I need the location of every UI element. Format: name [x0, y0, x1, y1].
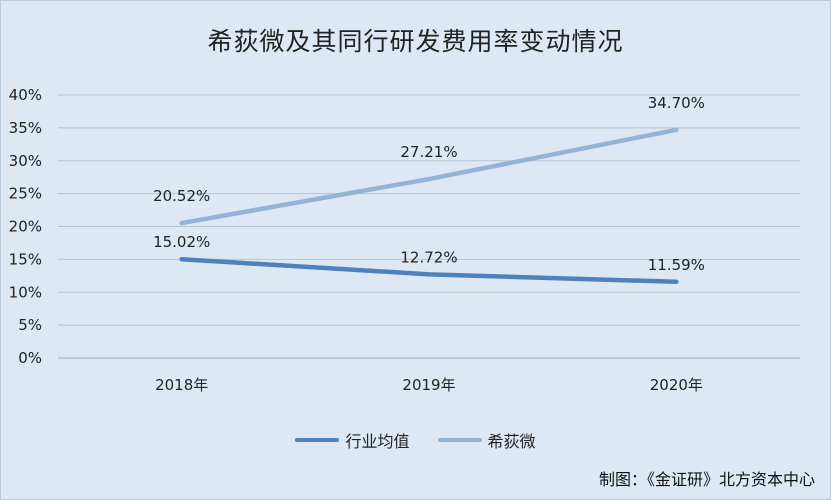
legend-label-industry-average: 行业均值: [345, 432, 410, 451]
y-tick-label: 35%: [9, 119, 42, 137]
data-label: 34.70%: [648, 94, 705, 112]
y-tick-label: 25%: [9, 185, 42, 203]
legend: 行业均值 希荻微: [0, 428, 831, 452]
series-line-industry-average: [179, 256, 679, 285]
x-tick-label: 2018年: [155, 376, 208, 394]
data-label: 11.59%: [648, 256, 705, 274]
legend-item-halo-micro: 希荻微: [437, 428, 536, 452]
legend-item-industry-average: 行业均值: [295, 428, 410, 452]
data-label: 12.72%: [400, 248, 457, 266]
y-tick-label: 15%: [9, 250, 42, 268]
data-label: 20.52%: [153, 187, 210, 205]
data-label: 15.02%: [153, 233, 210, 251]
y-tick-label: 30%: [9, 152, 42, 170]
legend-swatch-industry-average: [295, 438, 340, 442]
y-tick-label: 40%: [9, 86, 42, 104]
legend-label-halo-micro: 希荻微: [487, 432, 536, 451]
x-tick-label: 2020年: [650, 376, 703, 394]
chart-title: 希荻微及其同行研发费用率变动情况: [207, 27, 624, 56]
y-tick-label: 20%: [9, 218, 42, 236]
y-tick-label: 0%: [18, 349, 42, 367]
series-line-halo-micro: [179, 127, 679, 226]
y-tick-label: 10%: [9, 283, 42, 301]
credit-text: 制图：《金证研》北方资本中心: [598, 470, 815, 489]
x-tick-label: 2019年: [402, 376, 455, 394]
legend-swatch-halo-micro: [437, 438, 482, 442]
data-label: 27.21%: [400, 143, 457, 161]
y-tick-label: 5%: [18, 316, 42, 334]
